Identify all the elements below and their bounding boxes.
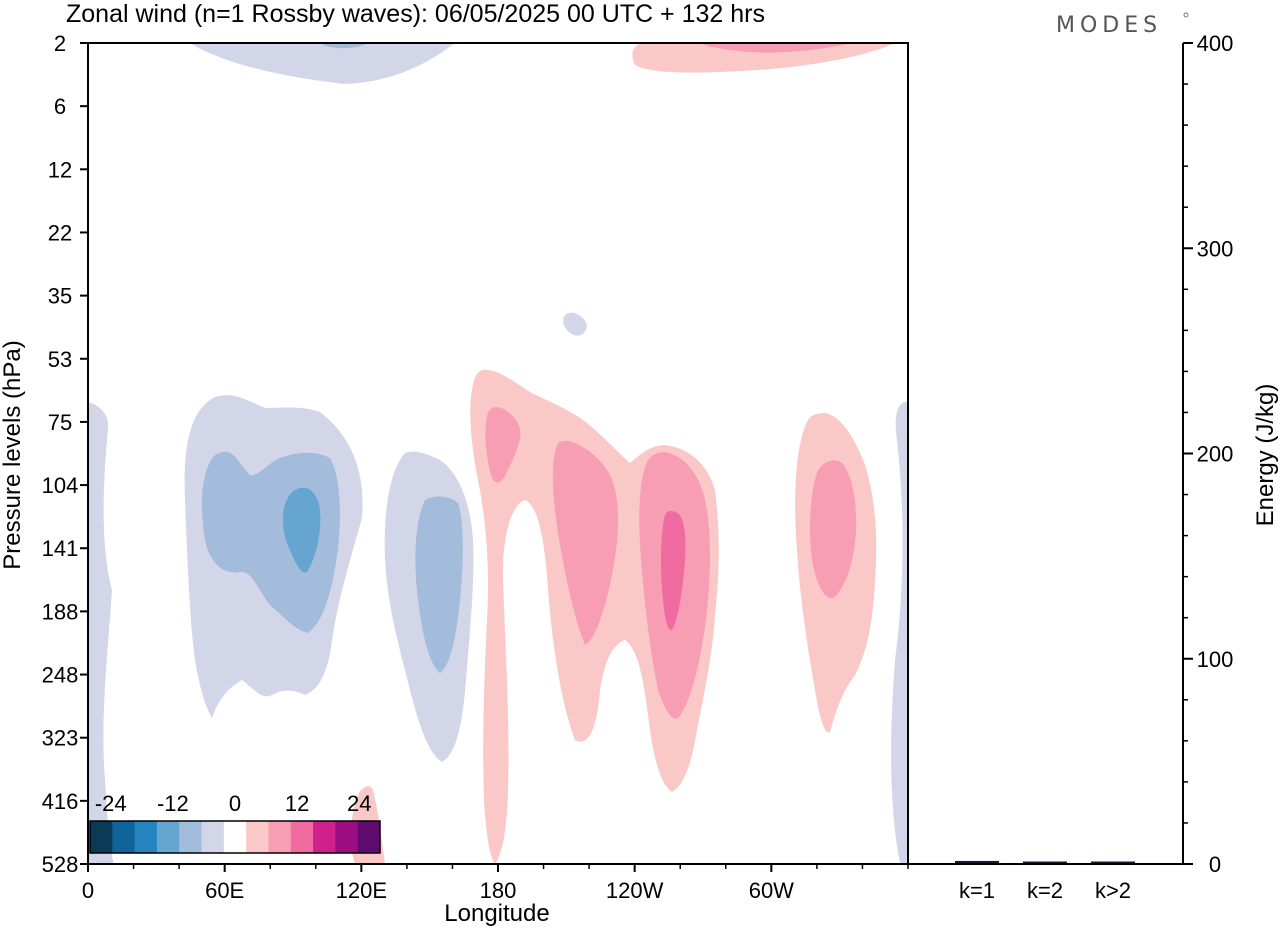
energy-category-label: k=2	[1027, 878, 1063, 903]
y-tick-label: 416	[42, 789, 79, 814]
colorbar-cell	[90, 821, 113, 853]
colorbar-cell	[223, 821, 247, 853]
colorbar-cell	[156, 821, 180, 853]
y-tick-label: 35	[48, 284, 72, 309]
x-tick-label: 120E	[336, 878, 387, 903]
energy-bar	[1091, 861, 1135, 863]
chart-title: Zonal wind (n=1 Rossby waves): 06/05/202…	[66, 0, 765, 28]
energy-categories: k=1 k=2 k>2	[959, 878, 1131, 903]
energy-tick-label: 300	[1197, 236, 1234, 261]
energy-category-label: k>2	[1095, 878, 1131, 903]
y-tick-label: 248	[42, 663, 79, 688]
x-axis-label: Longitude	[444, 900, 549, 927]
energy-tick-label: 0	[1209, 852, 1221, 877]
energy-bar	[955, 860, 999, 863]
contour-negative-main-inner	[282, 487, 321, 573]
colorbar-cell	[290, 821, 314, 853]
colorbar-tick-label: 12	[285, 791, 309, 816]
y-tick-label: 75	[48, 410, 72, 435]
y-tick-label: 104	[42, 473, 79, 498]
colorbar	[89, 820, 381, 854]
colorbar-cell	[179, 821, 203, 853]
x-tick-label: 120W	[606, 878, 664, 903]
colorbar-cell	[268, 821, 292, 853]
colorbar-cell	[246, 821, 269, 853]
y-tick-label: 141	[42, 536, 79, 561]
y-tick-label: 2	[54, 31, 66, 56]
energy-axis: 0 100 200 300 400	[1183, 31, 1233, 877]
energy-tick-label: 100	[1197, 647, 1234, 672]
y-axis-label: Pressure levels (hPa)	[0, 340, 26, 569]
energy-axis-label: Energy (J/kg)	[1252, 384, 1279, 527]
colorbar-frame	[89, 820, 381, 854]
pressure-axis: 2 6 12 22 35 53 75 104 141 188 248 323 416 528	[42, 31, 88, 877]
colorbar-tick-labels: -24 -12 0 12 24	[95, 791, 372, 816]
modes-logo: MODES	[1056, 13, 1162, 38]
y-tick-label: 22	[48, 220, 72, 245]
contour-negative-right-edge	[891, 401, 908, 864]
x-tick-label: 60W	[749, 878, 794, 903]
x-tick-label: 180	[480, 878, 517, 903]
contour-field	[88, 43, 908, 864]
energy-tick-label: 400	[1197, 31, 1234, 56]
energy-tick-label: 200	[1197, 442, 1234, 467]
colorbar-cell	[112, 821, 136, 853]
colorbar-cell	[313, 821, 336, 853]
contour-negative-top	[190, 43, 455, 84]
contour-positive-first-inner-a	[485, 407, 521, 483]
contour-positive-second-inner	[660, 511, 686, 631]
colorbar-cell	[335, 821, 359, 853]
colorbar-cell	[201, 821, 225, 853]
colorbar-tick-label: 24	[347, 791, 371, 816]
contour-positive-third-inner	[810, 460, 857, 599]
contour-positive-first-inner-b	[552, 440, 618, 645]
energy-category-label: k=1	[959, 878, 995, 903]
x-tick-label: 60E	[205, 878, 244, 903]
y-tick-label: 6	[54, 94, 66, 119]
longitude-axis: 0 60E 120E 180 120W 60W	[82, 864, 909, 903]
contour-positive-top	[632, 43, 895, 73]
energy-bar	[1023, 861, 1067, 863]
y-tick-label: 12	[48, 157, 72, 182]
colorbar-tick-label: -12	[157, 791, 189, 816]
y-tick-label: 188	[42, 599, 79, 624]
logo-registered-icon	[1183, 12, 1189, 18]
colorbar-cell	[134, 821, 158, 853]
contour-negative-left-edge	[88, 402, 114, 864]
colorbar-tick-label: 0	[229, 791, 241, 816]
y-tick-label: 53	[48, 347, 72, 372]
contour-negative-top-inner	[320, 43, 368, 49]
contour-negative-small	[563, 312, 587, 336]
y-tick-label: 528	[42, 852, 79, 877]
contour-positive-top-inner	[700, 43, 850, 53]
y-tick-label: 323	[42, 726, 79, 751]
colorbar-tick-label: -24	[95, 791, 127, 816]
colorbar-cell	[357, 821, 381, 853]
x-tick-label: 0	[82, 878, 94, 903]
contour-negative-second-inner	[415, 496, 463, 673]
energy-bars	[955, 860, 1135, 863]
